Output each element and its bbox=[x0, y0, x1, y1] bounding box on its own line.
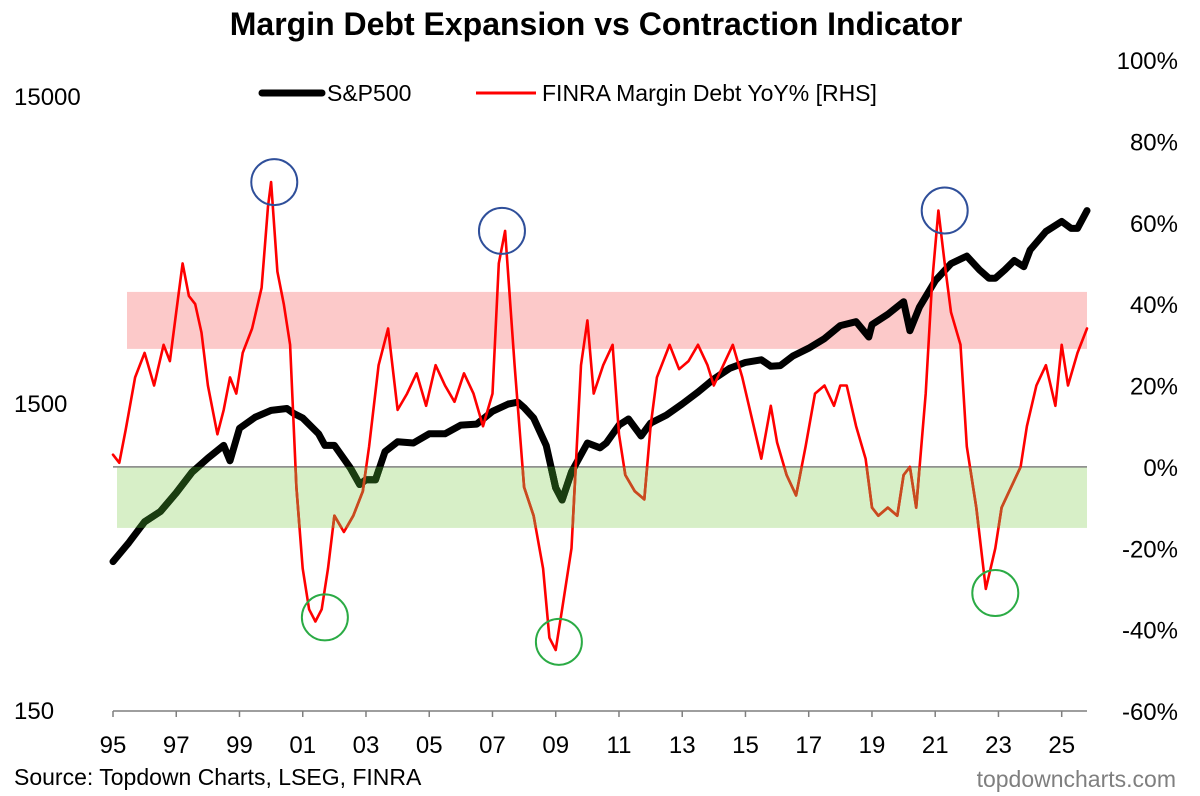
x-tick-label: 15 bbox=[732, 732, 759, 759]
trough-circle-4 bbox=[300, 593, 349, 642]
x-tick-label: 95 bbox=[100, 732, 127, 759]
peak-circle-2 bbox=[477, 206, 526, 255]
legend-label-sp500: S&P500 bbox=[327, 80, 411, 106]
margin-debt-series bbox=[111, 180, 1089, 652]
trough-circle-6 bbox=[971, 569, 1020, 618]
x-axis: 95 97 99 01 03 05 07 09 11 13 15 17 19 21 23 25 bbox=[100, 710, 1087, 759]
x-tick-label: 05 bbox=[416, 732, 443, 759]
legend-label-margin-debt: FINRA Margin Debt YoY% [RHS] bbox=[542, 80, 877, 106]
x-tick-label: 21 bbox=[922, 732, 949, 759]
x-tick-label: 97 bbox=[163, 732, 190, 759]
x-tick-label: 07 bbox=[479, 732, 506, 759]
right-tick-label: 20% bbox=[1130, 374, 1178, 401]
right-tick-label: -20% bbox=[1122, 536, 1178, 563]
highlight-circles bbox=[250, 158, 1020, 666]
right-tick-label: 60% bbox=[1130, 211, 1178, 238]
x-tick-label: 23 bbox=[985, 732, 1012, 759]
left-axis-ticks: 15000 1500 150 bbox=[14, 84, 81, 725]
chart-title: Margin Debt Expansion vs Contraction Ind… bbox=[230, 6, 963, 42]
right-tick-label: 40% bbox=[1130, 292, 1178, 319]
expansion-band bbox=[127, 291, 1087, 349]
x-tick-label: 09 bbox=[542, 732, 569, 759]
shaded-bands bbox=[117, 291, 1087, 528]
margin-debt-line bbox=[111, 180, 1089, 652]
left-tick-label: 1500 bbox=[14, 391, 67, 418]
sp500-line bbox=[109, 207, 1091, 566]
x-tick-label: 13 bbox=[669, 732, 696, 759]
left-tick-label: 15000 bbox=[14, 84, 81, 111]
right-tick-label: 100% bbox=[1117, 48, 1178, 75]
source-note: Source: Topdown Charts, LSEG, FINRA bbox=[14, 764, 422, 790]
right-tick-label: 80% bbox=[1130, 129, 1178, 156]
x-tick-label: 99 bbox=[226, 732, 253, 759]
sp500-series bbox=[109, 207, 1091, 566]
x-tick-label: 17 bbox=[795, 732, 822, 759]
x-tick-label: 01 bbox=[289, 732, 316, 759]
legend: S&P500 FINRA Margin Debt YoY% [RHS] bbox=[258, 80, 877, 106]
right-tick-label: -40% bbox=[1122, 618, 1178, 645]
x-tick-label: 03 bbox=[353, 732, 380, 759]
x-tick-label: 19 bbox=[859, 732, 886, 759]
left-tick-label: 150 bbox=[14, 698, 54, 725]
peak-circle-1 bbox=[250, 158, 299, 207]
right-tick-label: -60% bbox=[1122, 699, 1178, 726]
trough-circle-5 bbox=[534, 617, 583, 666]
right-axis-ticks: 100% 80% 60% 40% 20% 0% -20% -40% -60% bbox=[1117, 48, 1178, 726]
watermark: topdowncharts.com bbox=[977, 766, 1176, 792]
x-tick-label: 25 bbox=[1048, 732, 1075, 759]
contraction-band bbox=[117, 466, 1087, 528]
x-tick-label: 11 bbox=[607, 732, 632, 759]
right-tick-label: 0% bbox=[1143, 455, 1178, 482]
peak-circle-3 bbox=[920, 186, 969, 235]
